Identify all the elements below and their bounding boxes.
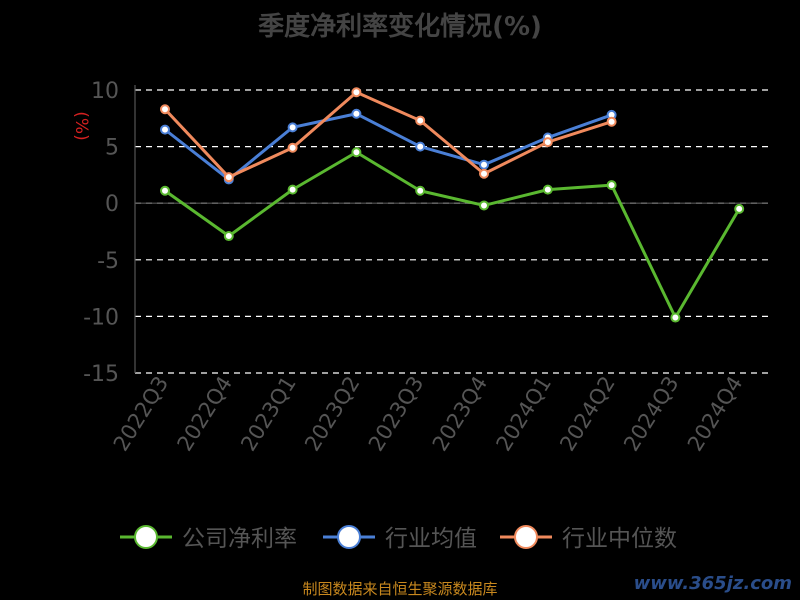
x-tick-label: 2024Q3 [619, 372, 684, 455]
series-lines [163, 90, 741, 320]
data-point [160, 104, 170, 115]
data-point [415, 185, 426, 196]
data-point [670, 312, 681, 323]
legend-marker [337, 525, 361, 549]
data-point [479, 159, 489, 170]
legend-item[interactable]: 公司净利率 [120, 525, 297, 552]
y-tick-labels: 10 5 0 -5 -10 -15 [83, 79, 119, 387]
data-point [734, 203, 745, 214]
data-point [415, 115, 426, 126]
data-point [351, 87, 362, 98]
data-point [287, 184, 298, 195]
data-point [160, 124, 170, 135]
data-point [351, 147, 362, 158]
data-point [606, 116, 617, 127]
axes [134, 85, 768, 373]
data-source-note: 制图数据来自恒生聚源数据库 [302, 580, 498, 598]
y-tick-label: -10 [83, 305, 119, 330]
data-point [606, 180, 617, 191]
data-point [415, 141, 426, 152]
legend-item[interactable]: 行业中位数 [500, 525, 677, 552]
watermark: www.365jz.com [633, 573, 792, 594]
y-tick-label: 10 [91, 79, 119, 104]
y-tick-label: 5 [105, 136, 119, 161]
legend-marker [514, 525, 538, 549]
data-point [542, 137, 553, 148]
legend-item[interactable]: 行业均值 [323, 525, 477, 552]
legend-label: 行业中位数 [562, 526, 677, 552]
x-tick-label: 2023Q1 [236, 372, 301, 455]
x-tick-label: 2022Q4 [173, 372, 238, 455]
x-tick-labels: 2022Q3 2022Q4 2023Q1 2023Q2 2023Q3 2023Q4 2024… [109, 372, 748, 455]
chart-title: 季度净利率变化情况(%) [258, 12, 542, 42]
data-point [351, 108, 362, 119]
data-point [479, 200, 489, 211]
data-point [287, 142, 298, 153]
x-tick-label: 2023Q4 [428, 372, 493, 455]
y-tick-label: -5 [97, 249, 119, 274]
legend-label: 行业均值 [385, 526, 477, 552]
x-tick-label: 2024Q4 [683, 372, 748, 455]
legend-marker [134, 525, 158, 549]
legend: 公司净利率 行业均值 行业中位数 [120, 525, 677, 552]
data-point [223, 172, 234, 183]
y-axis-label: (%) [71, 111, 91, 140]
series-line-0 [164, 150, 741, 320]
data-point [287, 122, 298, 133]
x-tick-label: 2023Q2 [300, 372, 365, 455]
x-tick-label: 2024Q2 [555, 372, 620, 455]
y-tick-label: -15 [83, 362, 119, 387]
x-tick-label: 2024Q1 [492, 372, 557, 455]
data-point [542, 184, 553, 195]
series-points [160, 87, 745, 323]
data-point [223, 231, 234, 242]
data-point [479, 168, 489, 179]
x-tick-label: 2023Q3 [364, 372, 429, 455]
data-point [160, 185, 170, 196]
series-line-2 [163, 90, 613, 179]
y-tick-label: 0 [105, 192, 119, 217]
legend-label: 公司净利率 [182, 526, 297, 552]
